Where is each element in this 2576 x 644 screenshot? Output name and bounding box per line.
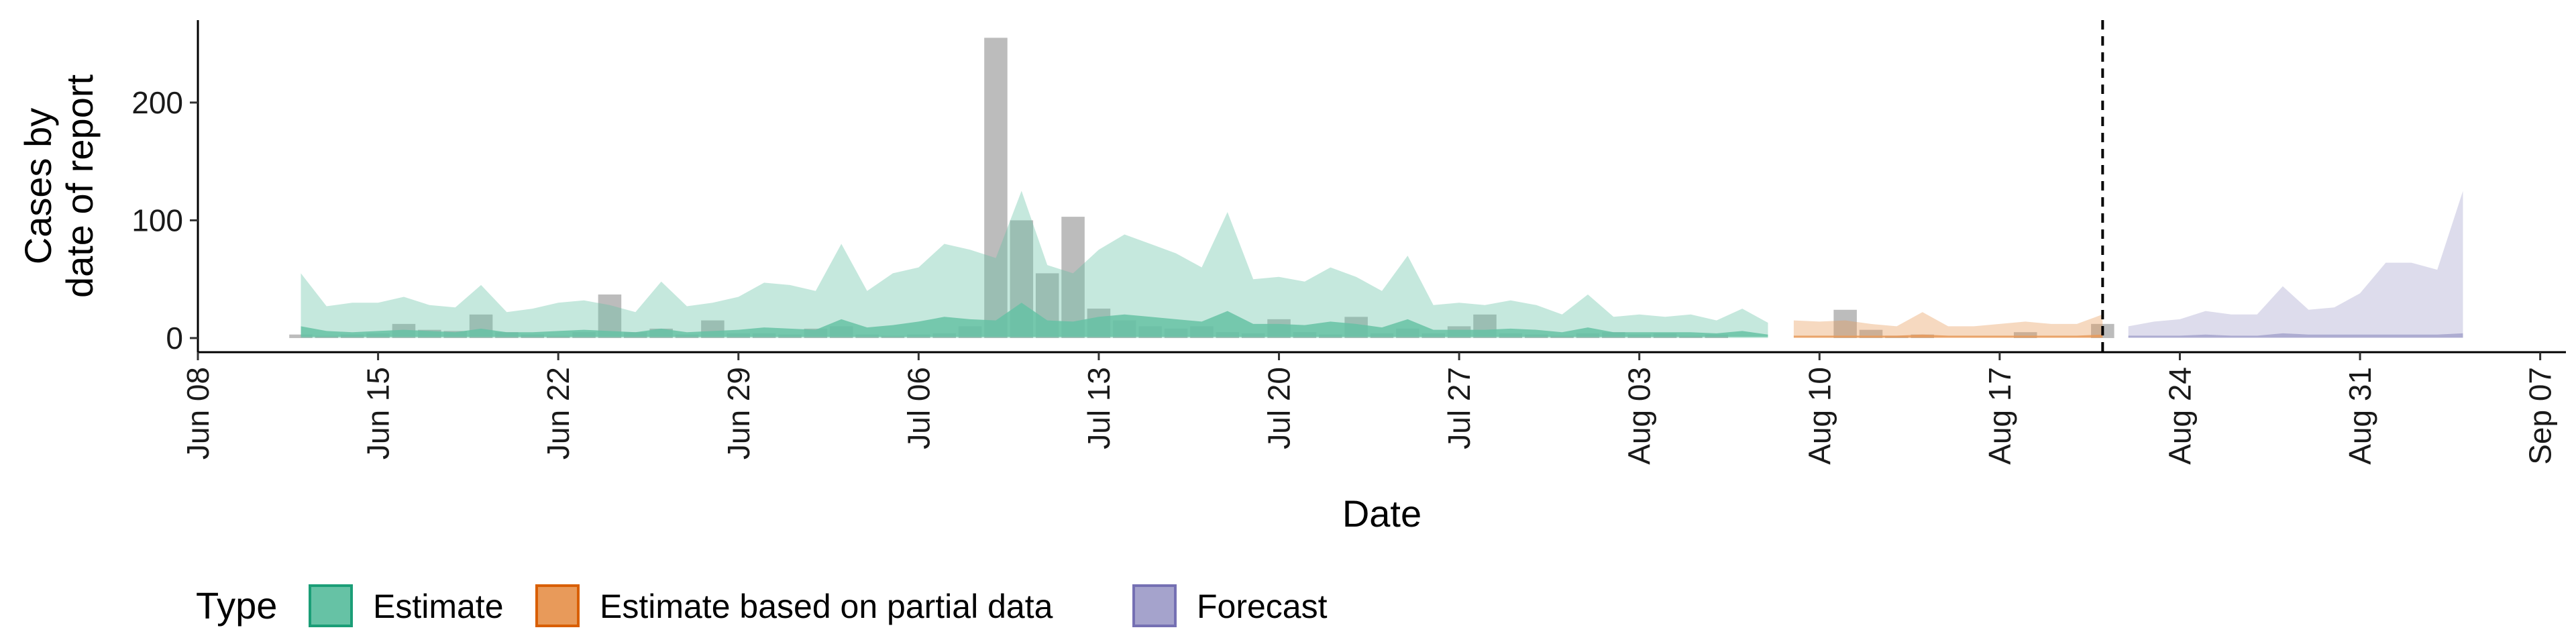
legend-key-0 — [309, 584, 353, 627]
x-tick-label-2: Jun 22 — [541, 367, 576, 460]
x-tick-label-5: Jul 13 — [1081, 367, 1116, 449]
x-tick-label-12: Aug 31 — [2343, 367, 2377, 465]
x-tick-label-9: Aug 10 — [1802, 367, 1837, 465]
x-tick-label-6: Jul 20 — [1262, 367, 1297, 449]
y-axis-title-line-0: Cases by — [17, 108, 59, 264]
x-tick-label-1: Jun 15 — [361, 367, 396, 460]
x-tick-label-3: Jun 29 — [721, 367, 756, 460]
reported-case-bar-56 — [1833, 309, 1857, 338]
y-tick-label-2: 200 — [131, 85, 183, 120]
x-tick-label-8: Aug 03 — [1622, 367, 1657, 465]
series-1-outer-band — [1793, 312, 2103, 338]
x-tick-label-0: Jun 08 — [180, 367, 215, 460]
legend-key-2 — [1132, 584, 1177, 627]
series-0-outer-band — [301, 191, 1768, 338]
y-axis-title: Cases by date of report — [17, 74, 101, 299]
reported-case-bar-30 — [1061, 217, 1085, 338]
legend-title: Type — [196, 584, 277, 627]
x-tick-label-4: Jul 06 — [901, 367, 936, 449]
legend-label-2: Forecast — [1197, 588, 1328, 625]
series-2-inner-band — [2128, 333, 2463, 338]
x-tick-label-10: Aug 17 — [1982, 367, 2017, 465]
x-tick-label-13: Sep 07 — [2523, 367, 2558, 465]
y-tick-label-0: 0 — [166, 321, 183, 356]
y-tick-label-1: 100 — [131, 203, 183, 237]
x-axis-title: Date — [1342, 492, 1421, 535]
estimate-areas — [301, 191, 2463, 338]
reported-case-bar-0 — [289, 334, 313, 338]
legend-label-1: Estimate based on partial data — [600, 588, 1053, 625]
series-1-inner-band — [1793, 334, 2103, 338]
x-tick-label-7: Jul 27 — [1442, 367, 1477, 449]
y-axis-title-line-1: date of report — [58, 74, 101, 299]
x-tick-label-11: Aug 24 — [2162, 367, 2197, 465]
legend-label-0: Estimate — [373, 588, 504, 625]
legend: Type Estimate Estimate based on partial da… — [196, 584, 1328, 627]
axes: 0 100 200 Jun 08 Jun 15 Jun 22 Jun 29 Jul 06 Jul… — [131, 20, 2566, 465]
reported-case-bar-27 — [984, 38, 1008, 338]
legend-key-1 — [535, 584, 580, 627]
series-0-inner-band — [301, 303, 1768, 337]
reported-case-bar-60 — [2013, 332, 2037, 338]
series-2-outer-band — [2128, 191, 2463, 338]
